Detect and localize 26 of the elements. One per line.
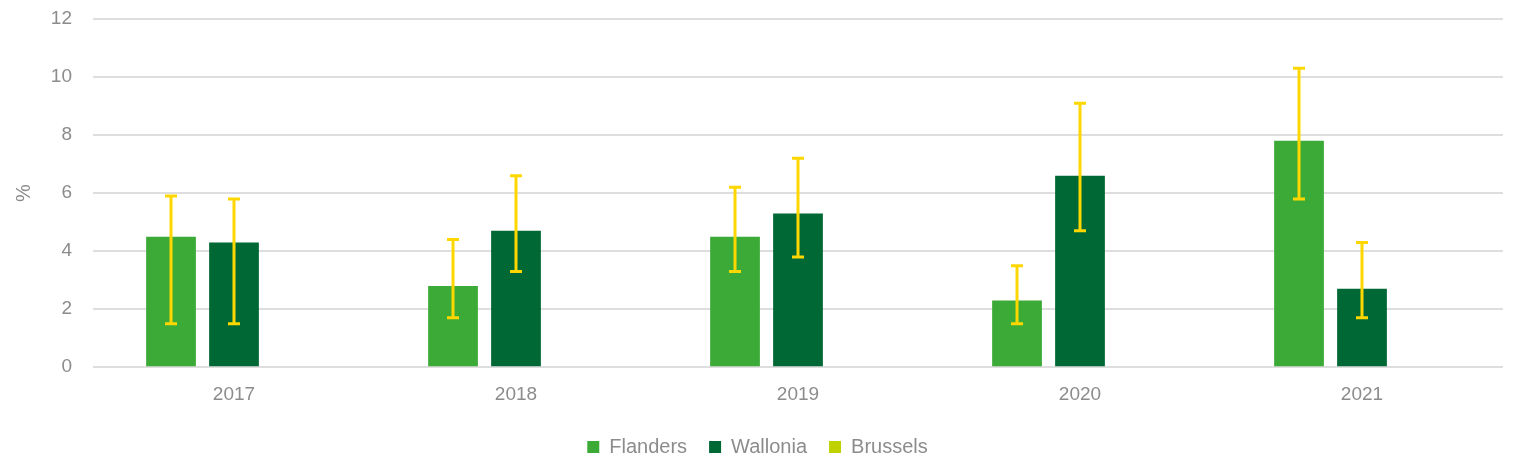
- bar: [1337, 288, 1387, 367]
- y-tick-label: 4: [61, 239, 73, 261]
- bar: [146, 236, 196, 367]
- y-tick-label: 10: [50, 65, 72, 87]
- x-tick-label: 2018: [494, 382, 538, 404]
- bar: [428, 285, 478, 367]
- x-tick-label: 2019: [776, 382, 820, 404]
- x-tick-label: 2017: [212, 382, 256, 404]
- y-tick-label: 12: [50, 7, 72, 29]
- y-tick-label: 8: [61, 123, 72, 145]
- y-axis-title: %: [11, 184, 34, 202]
- bar: [773, 213, 823, 367]
- bar: [1274, 140, 1324, 367]
- bar: [491, 230, 541, 367]
- y-tick-label: 6: [61, 181, 72, 203]
- legend-label: Brussels: [851, 434, 928, 457]
- legend-label: Flanders: [609, 434, 688, 457]
- bar: [209, 242, 259, 367]
- bar: [992, 300, 1042, 367]
- bar: [1055, 175, 1105, 367]
- bar: [710, 236, 760, 367]
- x-tick-label: 2021: [1340, 382, 1384, 404]
- legend-label: Wallonia: [731, 434, 808, 457]
- y-tick-label: 0: [61, 355, 72, 377]
- x-tick-label: 2020: [1058, 382, 1102, 404]
- y-tick-label: 2: [61, 297, 72, 319]
